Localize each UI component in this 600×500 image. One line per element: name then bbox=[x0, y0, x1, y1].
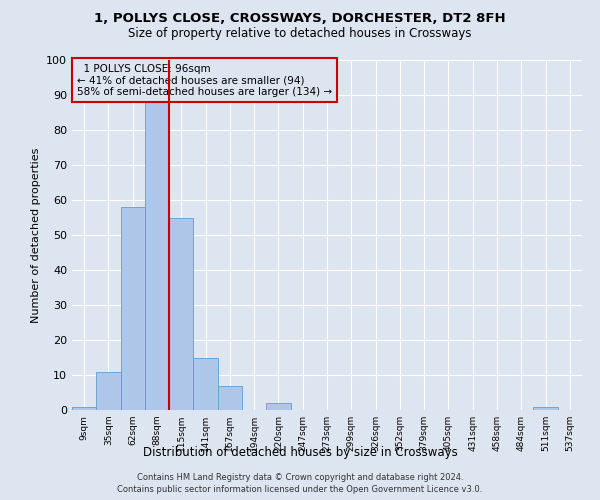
Text: Contains public sector information licensed under the Open Government Licence v3: Contains public sector information licen… bbox=[118, 484, 482, 494]
Bar bbox=[218, 386, 242, 410]
Bar bbox=[96, 372, 121, 410]
Text: 1 POLLYS CLOSE: 96sqm
← 41% of detached houses are smaller (94)
58% of semi-deta: 1 POLLYS CLOSE: 96sqm ← 41% of detached … bbox=[77, 64, 332, 96]
Bar bbox=[533, 406, 558, 410]
Bar bbox=[169, 218, 193, 410]
Text: 1, POLLYS CLOSE, CROSSWAYS, DORCHESTER, DT2 8FH: 1, POLLYS CLOSE, CROSSWAYS, DORCHESTER, … bbox=[94, 12, 506, 26]
Bar bbox=[72, 406, 96, 410]
Text: Contains HM Land Registry data © Crown copyright and database right 2024.: Contains HM Land Registry data © Crown c… bbox=[137, 473, 463, 482]
Bar bbox=[193, 358, 218, 410]
Bar bbox=[145, 81, 169, 410]
Text: Size of property relative to detached houses in Crossways: Size of property relative to detached ho… bbox=[128, 28, 472, 40]
Bar bbox=[121, 207, 145, 410]
Text: Distribution of detached houses by size in Crossways: Distribution of detached houses by size … bbox=[143, 446, 457, 459]
Bar bbox=[266, 403, 290, 410]
Y-axis label: Number of detached properties: Number of detached properties bbox=[31, 148, 41, 322]
